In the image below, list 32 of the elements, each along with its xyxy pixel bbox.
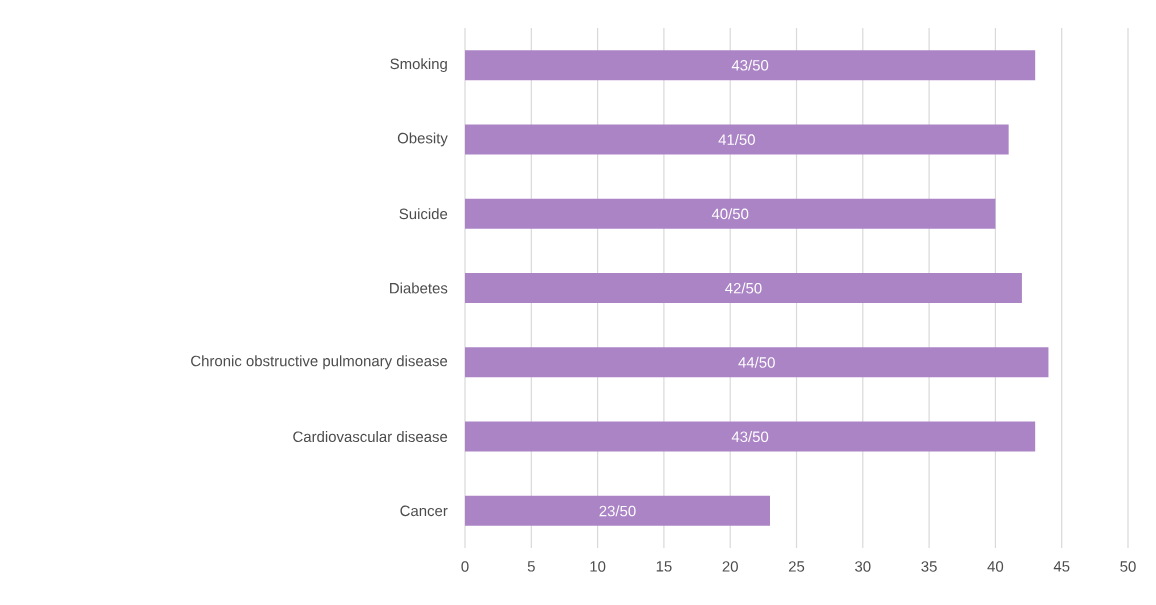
data-label: 42/50: [725, 282, 762, 294]
x-tick-label: 10: [590, 561, 606, 572]
bar: [465, 347, 1049, 378]
bar: [465, 124, 1009, 155]
y-tick-label: Smoking: [390, 58, 447, 73]
data-label: 43/50: [731, 59, 769, 71]
x-tick-label: 50: [1120, 561, 1136, 572]
y-tick-label: Diabetes: [390, 282, 448, 294]
x-tick-label: 5: [527, 561, 535, 572]
x-tick-label: 40: [987, 561, 1004, 572]
data-label: 23/50: [599, 505, 636, 517]
y-tick-label: Cardiovascular disease: [293, 431, 448, 443]
x-tick-label: 45: [1053, 561, 1070, 572]
data-label: 43/50: [731, 431, 769, 443]
x-tick-label: 25: [788, 561, 805, 572]
bar: [465, 198, 996, 229]
y-tick-label: Suicide: [399, 208, 448, 220]
bar: [465, 421, 1036, 452]
x-tick-label: 30: [855, 561, 871, 572]
data-label: 40/50: [711, 208, 749, 220]
x-tick-label: 35: [921, 561, 937, 572]
bar: [465, 272, 1022, 303]
bar: [465, 495, 770, 526]
bar: [465, 50, 1036, 81]
y-tick-label: Cancer: [400, 505, 448, 517]
x-tick-label: 15: [656, 561, 672, 572]
x-tick-label: 0: [461, 561, 469, 572]
y-tick-label: Chronic obstructive pulmonary disease: [191, 355, 448, 370]
data-label: 44/50: [738, 356, 775, 368]
data-label: 41/50: [718, 133, 755, 145]
y-tick-label: Obesity: [397, 132, 448, 147]
x-tick-label: 20: [722, 561, 738, 572]
